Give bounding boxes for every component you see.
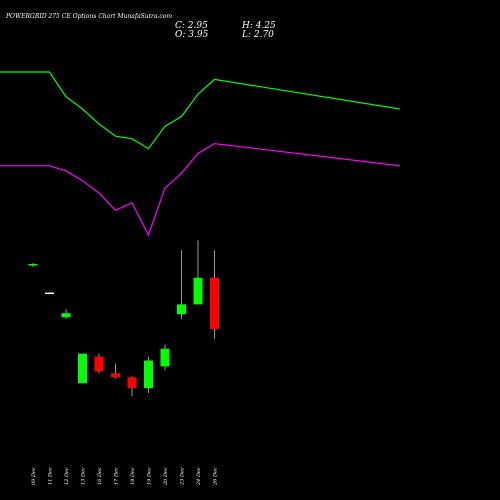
x-tick-label: 24 Dec (196, 467, 202, 486)
candle-body (45, 292, 54, 295)
candle (210, 250, 219, 339)
candle (111, 363, 120, 379)
candle (94, 353, 104, 374)
candle-body (210, 277, 219, 330)
x-tick-label: 17 Dec (114, 467, 120, 485)
x-tick-label: 16 Dec (97, 467, 103, 485)
candle-body (144, 360, 153, 389)
candle (177, 250, 186, 320)
x-axis-ticks: 09 Dec 11 Dec 12 Dec 13 Dec 16 Dec 17 Dec 18 D… (31, 467, 219, 486)
candle-body (61, 313, 71, 318)
candle-body (160, 348, 170, 367)
band-lines (0, 71, 401, 237)
x-tick-label: 11 Dec (48, 467, 54, 485)
x-tick-label: 18 Dec (130, 467, 136, 485)
high-readout: H: 4.25 (241, 21, 276, 31)
candle (127, 376, 137, 396)
candle-body (28, 263, 38, 266)
candle-body (193, 277, 203, 305)
candle-body (127, 377, 137, 389)
x-tick-label: 19 Dec (147, 467, 153, 485)
candle-body (111, 373, 120, 378)
x-tick-label: 09 Dec (31, 467, 37, 485)
x-tick-label: 23 Dec (180, 467, 186, 486)
x-tick-label: 20 Dec (163, 467, 169, 486)
candle (160, 344, 170, 371)
candles-layer (28, 240, 219, 396)
low-readout: L: 2.70 (241, 30, 274, 40)
close-readout: C: 2.95 (175, 21, 208, 31)
candle (28, 263, 38, 267)
upper-band-line (0, 71, 401, 150)
candle (45, 292, 54, 295)
open-readout: O: 3.95 (175, 30, 209, 40)
candle-body (78, 353, 87, 384)
candle (193, 240, 203, 305)
x-tick-label: 13 Dec (81, 467, 87, 485)
candle-body (177, 304, 186, 315)
candle (78, 353, 87, 384)
x-tick-label: 26 Dec (213, 467, 219, 486)
candle (61, 309, 71, 320)
candle (144, 356, 153, 394)
lower-band-line (0, 142, 401, 237)
chart-title: POWERGRID 275 CE Options Chart MunafaSut… (5, 13, 172, 20)
candle-body (94, 356, 104, 372)
x-tick-label: 12 Dec (64, 467, 70, 485)
